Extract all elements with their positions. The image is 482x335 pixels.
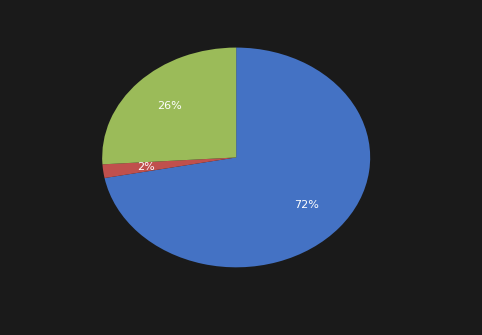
Wedge shape xyxy=(102,48,236,164)
Wedge shape xyxy=(105,48,370,267)
Wedge shape xyxy=(103,157,236,178)
Text: 2%: 2% xyxy=(137,162,155,172)
Text: 72%: 72% xyxy=(294,200,319,210)
Text: 26%: 26% xyxy=(158,101,182,111)
